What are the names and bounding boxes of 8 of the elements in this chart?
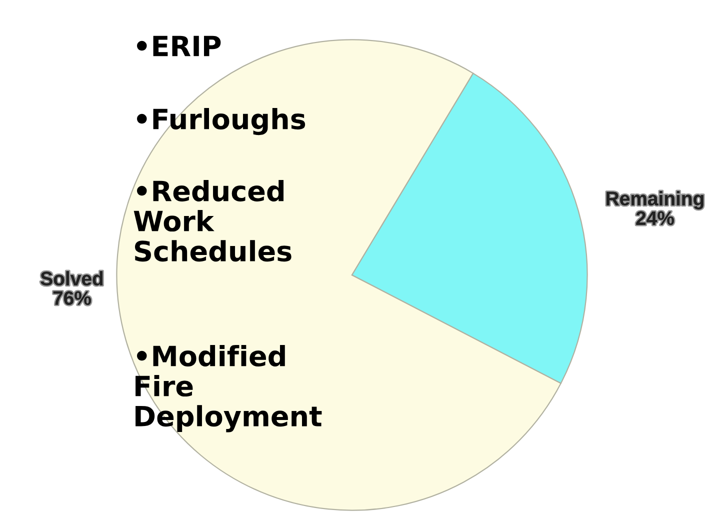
slice-label: Solved bbox=[40, 271, 103, 286]
data-label: 24% bbox=[636, 211, 674, 225]
text: •Reduced Work Schedules bbox=[134, 180, 292, 262]
slice-label: Remaining bbox=[606, 191, 704, 210]
text: •Modified Fire Deployment bbox=[136, 345, 322, 432]
data-label: 76% bbox=[53, 291, 91, 305]
text: •Furloughs bbox=[137, 108, 306, 136]
text: •ERIP bbox=[137, 36, 221, 56]
